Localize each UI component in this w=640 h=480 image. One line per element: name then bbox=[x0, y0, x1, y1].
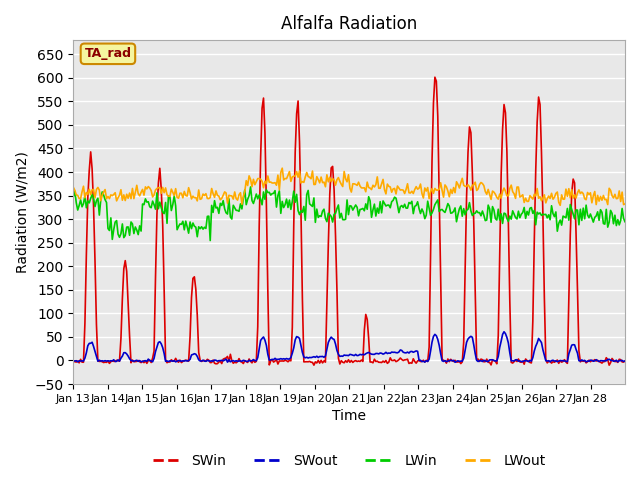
Y-axis label: Radiation (W/m2): Radiation (W/m2) bbox=[15, 151, 29, 273]
SWout bbox=[451, 360, 459, 365]
LWout bbox=[70, 185, 77, 191]
SWin bbox=[464, 149, 472, 155]
LWout bbox=[556, 203, 564, 208]
LWout bbox=[620, 202, 627, 207]
SWout bbox=[548, 358, 556, 363]
SWout bbox=[88, 339, 96, 345]
LWin bbox=[88, 192, 96, 197]
SWin bbox=[547, 359, 554, 364]
LWin bbox=[620, 216, 627, 221]
SWout bbox=[500, 329, 508, 335]
LWin bbox=[466, 200, 474, 205]
Legend: SWin, SWout, LWin, LWout: SWin, SWout, LWin, LWout bbox=[147, 448, 551, 473]
SWin bbox=[88, 166, 96, 172]
Line: LWout: LWout bbox=[74, 168, 625, 205]
LWout bbox=[621, 201, 629, 207]
Text: TA_rad: TA_rad bbox=[84, 48, 131, 60]
LWout bbox=[464, 182, 472, 188]
SWout bbox=[620, 359, 627, 364]
LWout bbox=[278, 165, 286, 171]
SWin bbox=[106, 360, 113, 366]
LWout bbox=[547, 195, 554, 201]
SWin bbox=[353, 359, 361, 364]
LWin bbox=[548, 203, 556, 209]
SWout bbox=[106, 358, 113, 364]
Line: SWout: SWout bbox=[74, 332, 625, 362]
LWin bbox=[106, 228, 113, 233]
X-axis label: Time: Time bbox=[332, 409, 366, 423]
LWin bbox=[206, 238, 214, 243]
SWin bbox=[620, 359, 627, 365]
SWout bbox=[621, 358, 629, 364]
SWout bbox=[353, 353, 361, 359]
Line: SWin: SWin bbox=[74, 77, 625, 365]
SWin bbox=[605, 362, 613, 368]
LWin bbox=[356, 207, 364, 213]
LWin bbox=[621, 219, 629, 225]
SWout bbox=[464, 336, 472, 342]
SWout bbox=[70, 358, 77, 364]
Line: LWin: LWin bbox=[74, 187, 625, 240]
LWout bbox=[355, 180, 362, 185]
SWin bbox=[431, 74, 439, 80]
LWout bbox=[88, 187, 96, 192]
Title: Alfalfa Radiation: Alfalfa Radiation bbox=[281, 15, 417, 33]
LWout bbox=[106, 196, 113, 202]
SWin bbox=[70, 358, 77, 363]
SWin bbox=[621, 358, 629, 364]
LWin bbox=[70, 194, 77, 200]
LWin bbox=[246, 184, 254, 190]
